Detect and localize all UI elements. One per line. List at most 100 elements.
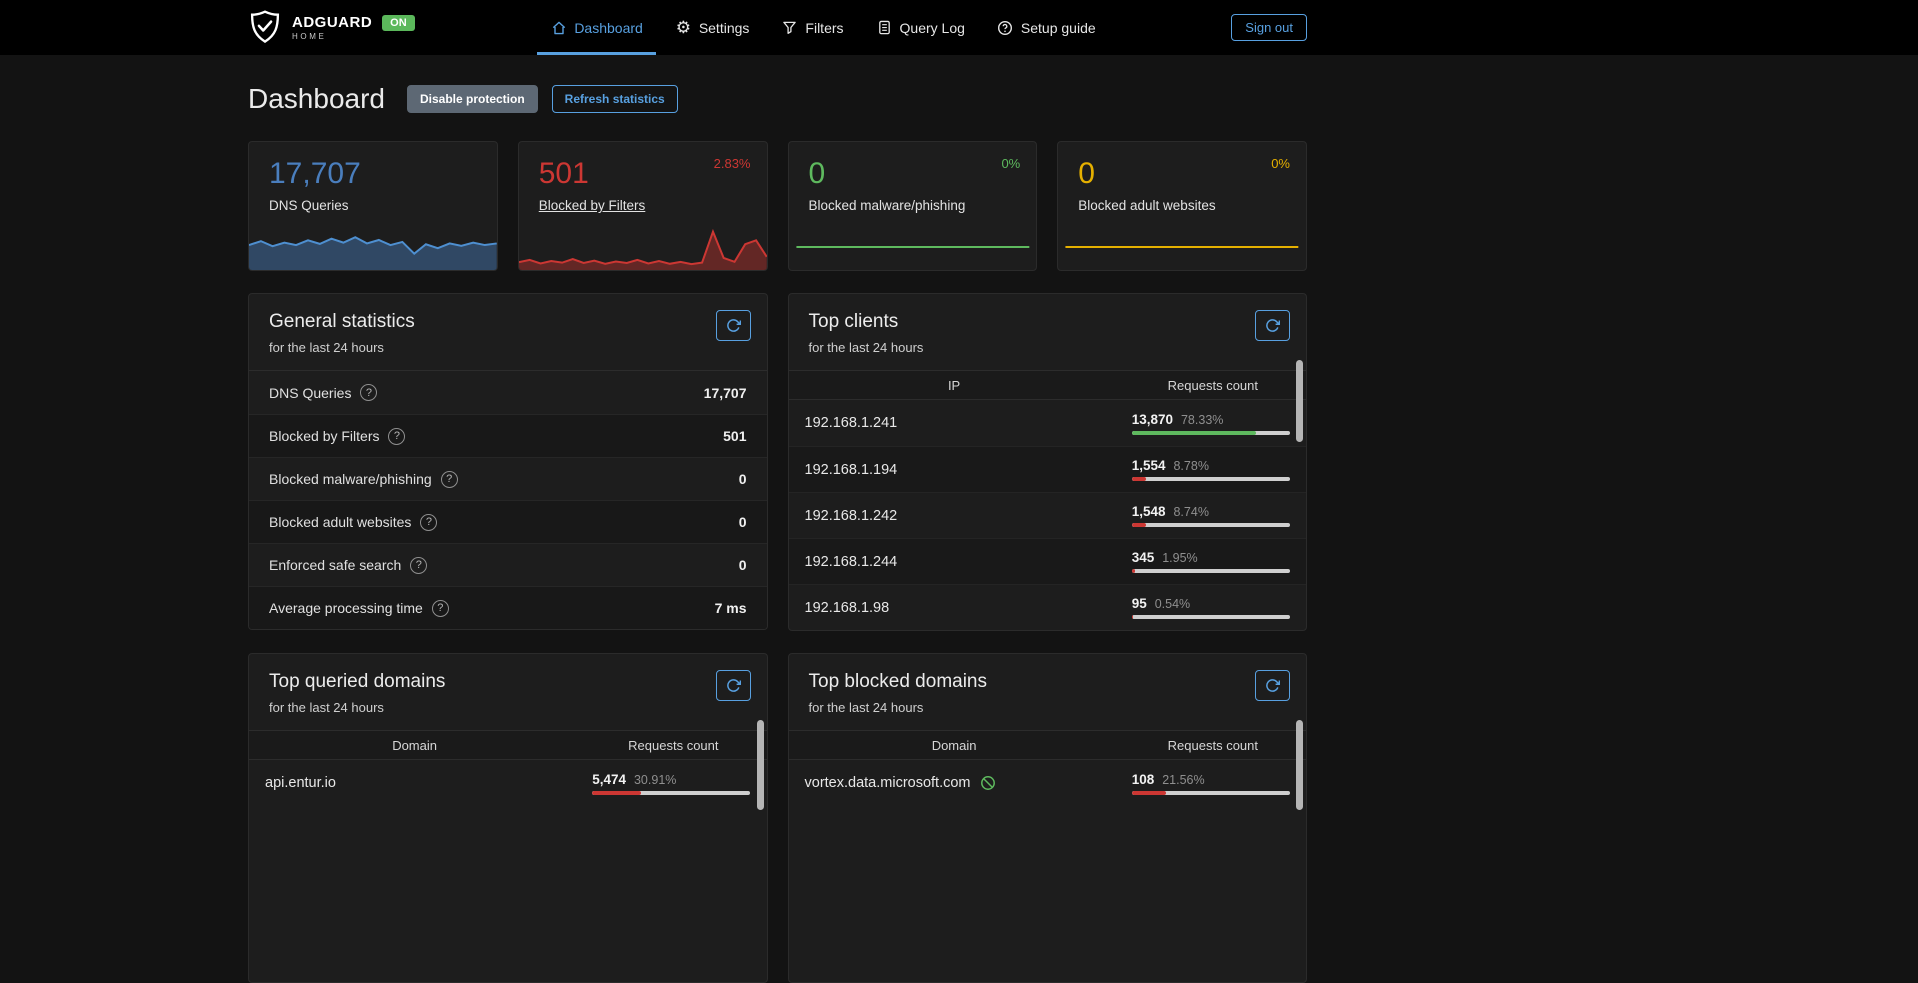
usage-bar bbox=[1132, 523, 1290, 527]
help-circle-icon bbox=[997, 19, 1014, 36]
top-clients-panel: Top clients for the last 24 hours IP Req… bbox=[788, 293, 1308, 631]
nav-item-filters[interactable]: Filters bbox=[768, 0, 856, 55]
refresh-top-clients-button[interactable] bbox=[1255, 310, 1290, 341]
client-ip[interactable]: 192.168.1.241 bbox=[789, 415, 1120, 431]
refresh-top-queried-button[interactable] bbox=[716, 670, 751, 701]
usage-bar bbox=[1132, 615, 1290, 619]
question-circle-icon[interactable] bbox=[441, 471, 458, 488]
question-circle-icon[interactable] bbox=[432, 600, 449, 617]
usage-bar bbox=[1132, 431, 1290, 435]
top-clients-subtitle: for the last 24 hours bbox=[809, 340, 1287, 355]
shield-check-icon bbox=[248, 10, 282, 46]
general-statistics-title: General statistics bbox=[269, 311, 747, 333]
blocked-filters-percent: 2.83% bbox=[714, 156, 751, 171]
top-clients-title: Top clients bbox=[809, 311, 1287, 333]
row-label: DNS Queries bbox=[269, 385, 351, 401]
stat-row-blocked-filters: Blocked by Filters 501 bbox=[249, 414, 767, 457]
row-label: Blocked by Filters bbox=[269, 428, 379, 444]
request-count: 345 bbox=[1132, 550, 1155, 565]
refresh-statistics-button[interactable]: Refresh statistics bbox=[552, 85, 678, 113]
middle-panels-row: General statistics for the last 24 hours… bbox=[248, 293, 1307, 631]
row-value: 7 ms bbox=[715, 600, 747, 616]
refresh-icon bbox=[1265, 678, 1280, 693]
request-percent: 8.78% bbox=[1173, 459, 1208, 473]
disable-protection-button[interactable]: Disable protection bbox=[407, 85, 538, 113]
row-label: Blocked adult websites bbox=[269, 514, 411, 530]
sign-out-button[interactable]: Sign out bbox=[1231, 14, 1307, 41]
request-percent: 0.54% bbox=[1155, 597, 1190, 611]
refresh-icon bbox=[1265, 318, 1280, 333]
top-blocked-subtitle: for the last 24 hours bbox=[809, 700, 1287, 715]
client-row: 192.168.1.98 950.54% bbox=[789, 584, 1307, 630]
request-count: 13,870 bbox=[1132, 412, 1173, 427]
usage-bar bbox=[1132, 791, 1290, 795]
blocked-filters-link[interactable]: Blocked by Filters bbox=[539, 198, 767, 213]
nav-item-settings[interactable]: Settings bbox=[662, 0, 763, 55]
client-ip[interactable]: 192.168.1.244 bbox=[789, 554, 1120, 570]
client-row: 192.168.1.194 1,554 8.78% bbox=[789, 446, 1307, 492]
main-nav: Dashboard Settings Filters Query Log bbox=[415, 0, 1232, 55]
client-row: 192.168.1.244 345 1.95% bbox=[789, 538, 1307, 584]
request-percent: 1.95% bbox=[1162, 551, 1197, 565]
bottom-panels-row: Top queried domains for the last 24 hour… bbox=[248, 653, 1307, 983]
client-row: 192.168.1.241 13,87078.33% bbox=[789, 400, 1307, 446]
page-title: Dashboard bbox=[248, 83, 385, 115]
request-count: 1,554 bbox=[1132, 458, 1166, 473]
top-blocked-domains-panel: Top blocked domains for the last 24 hour… bbox=[788, 653, 1308, 983]
blocked-malware-label: Blocked malware/phishing bbox=[809, 198, 1037, 213]
stat-row-blocked-malware: Blocked malware/phishing 0 bbox=[249, 457, 767, 500]
row-value: 17,707 bbox=[704, 385, 747, 401]
scrollbar-thumb[interactable] bbox=[1296, 720, 1303, 810]
refresh-icon bbox=[726, 678, 741, 693]
usage-bar bbox=[1132, 477, 1290, 481]
scrollbar-thumb[interactable] bbox=[1296, 360, 1303, 442]
circle-slash-icon[interactable] bbox=[980, 775, 996, 791]
blocked-domain[interactable]: vortex.data.microsoft.com bbox=[789, 775, 1120, 791]
stat-cards-row: 17,707 DNS Queries 2.83% 501 Blocked by … bbox=[248, 141, 1307, 271]
column-header-domain: Domain bbox=[249, 738, 580, 753]
column-header-ip: IP bbox=[789, 378, 1120, 393]
usage-bar-fill bbox=[1132, 523, 1146, 527]
question-circle-icon[interactable] bbox=[410, 557, 427, 574]
question-circle-icon[interactable] bbox=[420, 514, 437, 531]
scrollbar-thumb[interactable] bbox=[757, 720, 764, 810]
stat-card-blocked-adult: 0% 0 Blocked adult websites bbox=[1057, 141, 1307, 271]
row-value: 0 bbox=[739, 471, 747, 487]
adguard-home-logo[interactable]: ADGUARD HOME ON bbox=[248, 10, 415, 46]
client-ip[interactable]: 192.168.1.98 bbox=[789, 600, 1120, 616]
stat-row-blocked-adult: Blocked adult websites 0 bbox=[249, 500, 767, 543]
domain-text: api.entur.io bbox=[265, 775, 336, 791]
nav-item-setup-guide[interactable]: Setup guide bbox=[984, 0, 1109, 55]
dns-queries-sparkline bbox=[249, 224, 497, 270]
request-count: 1,548 bbox=[1132, 504, 1166, 519]
brand-name: ADGUARD bbox=[292, 15, 372, 30]
question-circle-icon[interactable] bbox=[388, 428, 405, 445]
blocked-adult-sparkline bbox=[1058, 224, 1306, 270]
client-ip[interactable]: 192.168.1.242 bbox=[789, 508, 1120, 524]
column-header-requests: Requests count bbox=[1120, 378, 1306, 393]
column-header-requests: Requests count bbox=[1120, 738, 1306, 753]
request-percent: 30.91% bbox=[634, 773, 676, 787]
top-queried-subtitle: for the last 24 hours bbox=[269, 700, 747, 715]
blocked-adult-label: Blocked adult websites bbox=[1078, 198, 1306, 213]
row-value: 0 bbox=[739, 557, 747, 573]
queried-domain[interactable]: api.entur.io bbox=[249, 775, 580, 791]
client-ip[interactable]: 192.168.1.194 bbox=[789, 462, 1120, 478]
nav-item-dashboard[interactable]: Dashboard bbox=[537, 0, 656, 55]
usage-bar-fill bbox=[1132, 791, 1166, 795]
blocked-malware-percent: 0% bbox=[1001, 156, 1020, 171]
top-navbar: ADGUARD HOME ON Dashboard Settings Filte… bbox=[0, 0, 1918, 55]
row-value: 0 bbox=[739, 514, 747, 530]
refresh-top-blocked-button[interactable] bbox=[1255, 670, 1290, 701]
row-label: Enforced safe search bbox=[269, 557, 401, 573]
brand-subtitle: HOME bbox=[292, 33, 372, 41]
question-circle-icon[interactable] bbox=[360, 384, 377, 401]
usage-bar bbox=[1132, 569, 1290, 573]
top-blocked-table-header: Domain Requests count bbox=[789, 730, 1307, 760]
stat-row-safe-search: Enforced safe search 0 bbox=[249, 543, 767, 586]
nav-label-filters: Filters bbox=[805, 20, 843, 36]
request-count: 108 bbox=[1132, 772, 1155, 787]
nav-item-query-log[interactable]: Query Log bbox=[863, 0, 978, 55]
column-header-domain: Domain bbox=[789, 738, 1120, 753]
refresh-general-stats-button[interactable] bbox=[716, 310, 751, 341]
